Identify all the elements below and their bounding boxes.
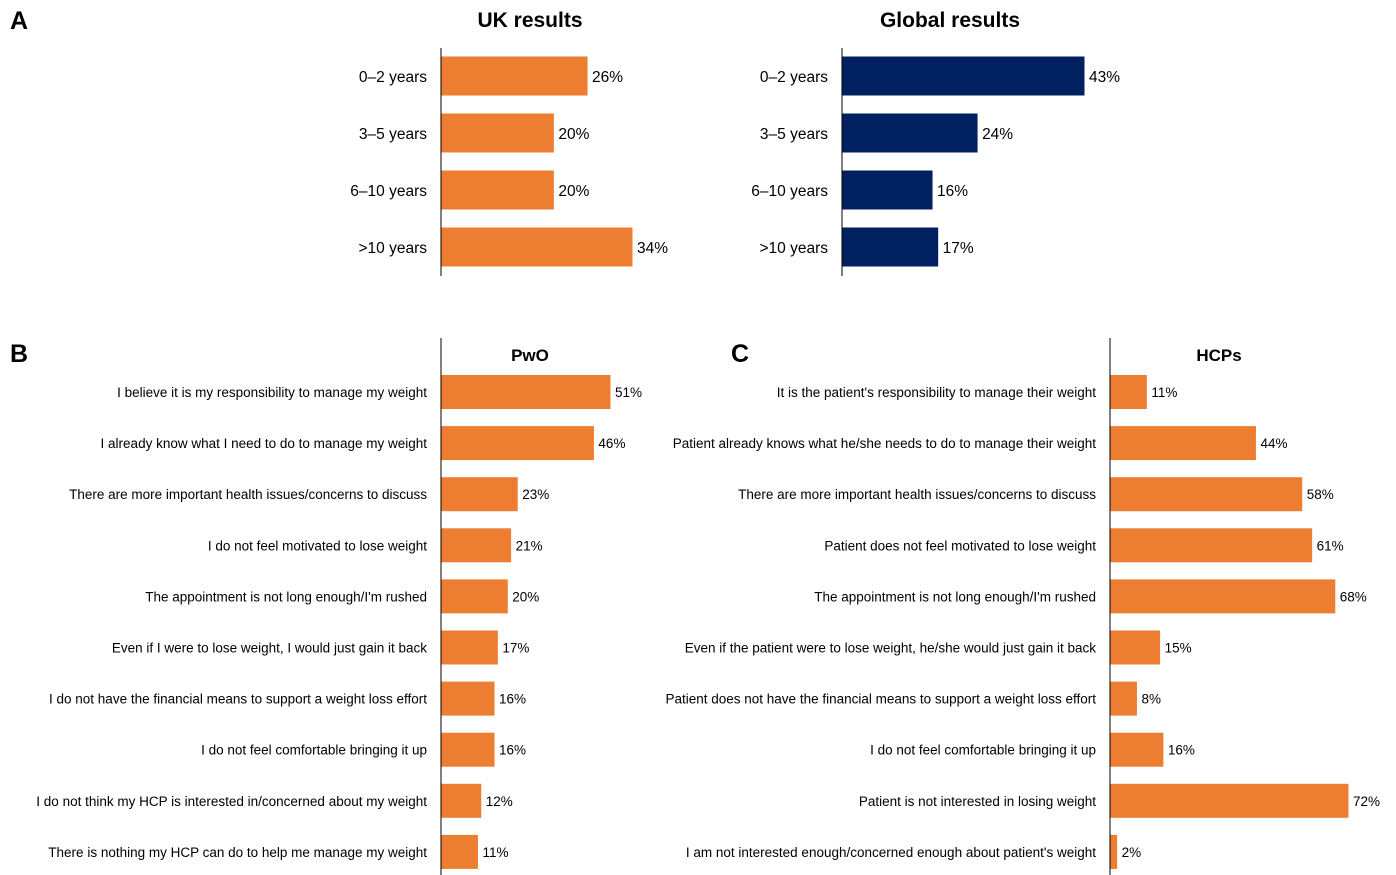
bar-uk-2 [441, 170, 554, 210]
category-label-pwo-9: There is nothing my HCP can do to help m… [48, 845, 427, 860]
bar-pwo-1 [441, 426, 594, 461]
bar-global-3 [842, 227, 939, 267]
value-label-global-2: 16% [937, 183, 968, 200]
bar-hcps-6 [1110, 681, 1137, 716]
category-label-pwo-5: Even if I were to lose weight, I would j… [112, 641, 427, 656]
value-label-hcps-8: 72% [1353, 794, 1380, 809]
bar-uk-1 [441, 113, 554, 153]
value-label-global-1: 24% [982, 126, 1013, 143]
chart-hcps: HCPs It is the patient's responsibility t… [665, 338, 1380, 875]
chart-uk-results: UK results 0–2 years 26% 3–5 years 20% 6–10 y… [350, 9, 668, 276]
value-label-hcps-5: 15% [1165, 641, 1192, 656]
bar-uk-3 [441, 227, 633, 267]
bar-hcps-8 [1110, 783, 1349, 818]
category-label-uk-3: >10 years [358, 240, 427, 257]
category-label-pwo-8: I do not think my HCP is interested in/c… [36, 794, 427, 809]
category-label-hcps-3: Patient does not feel motivated to lose … [824, 538, 1096, 553]
bar-hcps-1 [1110, 426, 1256, 461]
category-label-pwo-3: I do not feel motivated to lose weight [208, 538, 427, 553]
chart-title-hcps: HCPs [1196, 346, 1241, 365]
category-label-hcps-4: The appointment is not long enough/I'm r… [814, 589, 1096, 604]
category-label-uk-2: 6–10 years [350, 183, 427, 200]
category-label-global-3: >10 years [759, 240, 828, 257]
value-label-global-3: 17% [943, 240, 974, 257]
category-label-global-0: 0–2 years [760, 69, 828, 86]
bar-hcps-2 [1110, 477, 1303, 512]
value-label-pwo-7: 16% [499, 743, 526, 758]
category-label-hcps-0: It is the patient's responsibility to ma… [777, 385, 1096, 400]
bar-hcps-3 [1110, 528, 1313, 563]
category-label-hcps-8: Patient is not interested in losing weig… [859, 794, 1096, 809]
bar-hcps-7 [1110, 732, 1164, 767]
category-label-hcps-7: I do not feel comfortable bringing it up [870, 743, 1096, 758]
category-label-hcps-5: Even if the patient were to lose weight,… [685, 641, 1096, 656]
value-label-hcps-7: 16% [1168, 743, 1195, 758]
bar-pwo-5 [441, 630, 498, 665]
value-label-pwo-0: 51% [615, 385, 642, 400]
bar-pwo-0 [441, 375, 611, 409]
bar-hcps-9 [1110, 834, 1118, 869]
category-label-pwo-2: There are more important health issues/c… [69, 487, 427, 502]
bar-global-2 [842, 170, 933, 210]
bar-pwo-2 [441, 477, 518, 512]
value-label-hcps-9: 2% [1122, 845, 1142, 860]
bar-global-0 [842, 56, 1085, 96]
value-label-hcps-3: 61% [1317, 538, 1344, 553]
panel-label-a: A [10, 7, 28, 35]
chart-pwo: PwO I believe it is my responsibility to … [36, 338, 642, 875]
value-label-pwo-9: 11% [482, 845, 508, 860]
category-label-uk-0: 0–2 years [359, 69, 427, 86]
value-label-uk-3: 34% [637, 240, 668, 257]
value-label-hcps-6: 8% [1141, 692, 1161, 707]
bar-pwo-4 [441, 579, 508, 614]
panel-label-c: C [731, 340, 749, 368]
category-label-hcps-9: I am not interested enough/concerned eno… [686, 845, 1096, 860]
value-label-hcps-0: 11% [1151, 385, 1177, 400]
bar-hcps-5 [1110, 630, 1161, 665]
value-label-hcps-4: 68% [1340, 589, 1367, 604]
category-label-hcps-6: Patient does not have the financial mean… [665, 692, 1096, 707]
value-label-pwo-3: 21% [516, 538, 543, 553]
value-label-pwo-2: 23% [522, 487, 549, 502]
bar-uk-0 [441, 56, 588, 96]
category-label-pwo-7: I do not feel comfortable bringing it up [201, 743, 427, 758]
category-label-pwo-0: I believe it is my responsibility to man… [117, 385, 427, 400]
value-label-pwo-5: 17% [502, 641, 529, 656]
bar-global-1 [842, 113, 978, 153]
category-label-global-2: 6–10 years [751, 183, 828, 200]
category-label-pwo-6: I do not have the financial means to sup… [49, 692, 427, 707]
category-label-pwo-1: I already know what I need to do to mana… [101, 436, 428, 451]
category-label-hcps-2: There are more important health issues/c… [738, 487, 1096, 502]
bar-pwo-7 [441, 732, 495, 767]
category-label-global-1: 3–5 years [760, 126, 828, 143]
category-label-uk-1: 3–5 years [359, 126, 427, 143]
category-label-pwo-4: The appointment is not long enough/I'm r… [145, 589, 427, 604]
bar-pwo-3 [441, 528, 512, 563]
chart-title-pwo: PwO [511, 346, 549, 365]
value-label-uk-1: 20% [558, 126, 589, 143]
bar-hcps-0 [1110, 375, 1147, 409]
bar-pwo-8 [441, 783, 482, 818]
value-label-hcps-1: 44% [1260, 436, 1287, 451]
value-label-pwo-4: 20% [512, 589, 539, 604]
chart-title-uk: UK results [477, 9, 582, 32]
bar-hcps-4 [1110, 579, 1336, 614]
chart-global-results: Global results 0–2 years 43% 3–5 years 24% 6–… [751, 9, 1120, 276]
value-label-pwo-6: 16% [499, 692, 526, 707]
value-label-pwo-8: 12% [486, 794, 513, 809]
value-label-uk-0: 26% [592, 69, 623, 86]
chart-title-global: Global results [880, 9, 1020, 32]
value-label-global-0: 43% [1089, 69, 1120, 86]
bar-pwo-6 [441, 681, 495, 716]
panel-label-b: B [10, 340, 28, 368]
value-label-hcps-2: 58% [1307, 487, 1334, 502]
bar-pwo-9 [441, 834, 478, 869]
value-label-uk-2: 20% [558, 183, 589, 200]
value-label-pwo-1: 46% [598, 436, 625, 451]
category-label-hcps-1: Patient already knows what he/she needs … [673, 436, 1097, 451]
